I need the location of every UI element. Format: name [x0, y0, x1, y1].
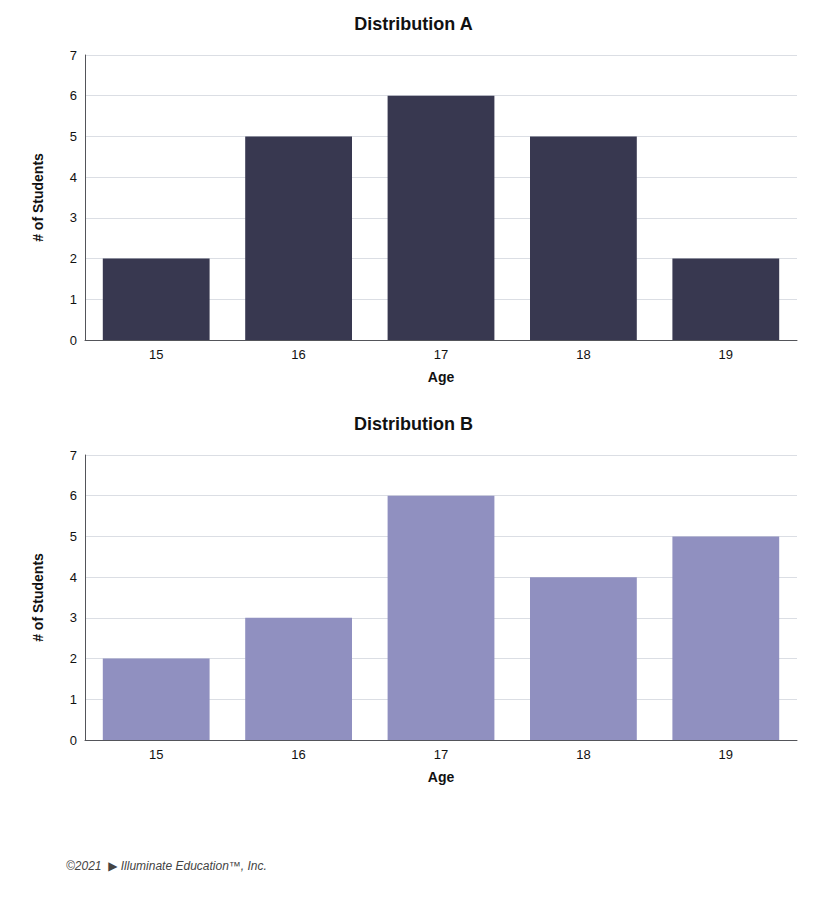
svg-text:16: 16: [291, 747, 305, 762]
svg-text:3: 3: [70, 210, 77, 225]
svg-text:1: 1: [70, 292, 77, 307]
svg-text:5: 5: [70, 129, 77, 144]
svg-text:# of Students: # of Students: [30, 153, 46, 242]
svg-text:19: 19: [719, 747, 733, 762]
svg-text:2: 2: [70, 651, 77, 666]
svg-text:18: 18: [576, 347, 590, 362]
svg-text:Distribution B: Distribution B: [354, 414, 473, 434]
svg-text:0: 0: [70, 333, 77, 348]
svg-text:4: 4: [70, 570, 77, 585]
svg-text:15: 15: [149, 347, 163, 362]
svg-text:18: 18: [576, 747, 590, 762]
svg-text:17: 17: [434, 347, 448, 362]
svg-text:6: 6: [70, 88, 77, 103]
svg-text:# of Students: # of Students: [30, 553, 46, 642]
svg-text:6: 6: [70, 488, 77, 503]
svg-text:Age: Age: [428, 769, 455, 785]
svg-text:15: 15: [149, 747, 163, 762]
svg-text:5: 5: [70, 529, 77, 544]
svg-text:7: 7: [70, 448, 77, 463]
svg-text:3: 3: [70, 610, 77, 625]
svg-text:Age: Age: [428, 369, 455, 385]
svg-text:2: 2: [70, 251, 77, 266]
svg-text:17: 17: [434, 747, 448, 762]
svg-text:1: 1: [70, 692, 77, 707]
svg-text:7: 7: [70, 48, 77, 63]
svg-text:16: 16: [291, 347, 305, 362]
svg-text:©2021 ▶ Illuminate Education™: ©2021 ▶ Illuminate Education™, Inc.: [66, 859, 267, 873]
svg-text:0: 0: [70, 733, 77, 748]
svg-text:Distribution A: Distribution A: [354, 14, 472, 34]
svg-text:4: 4: [70, 170, 77, 185]
svg-text:19: 19: [719, 347, 733, 362]
